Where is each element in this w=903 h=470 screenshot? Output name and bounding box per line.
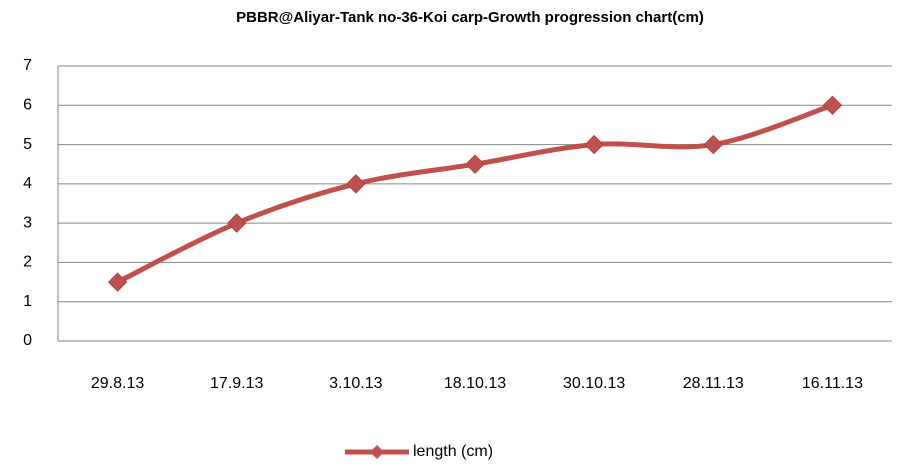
y-tick-label: 4 <box>23 175 32 192</box>
chart-title: PBBR@Aliyar-Tank no-36-Koi carp-Growth p… <box>236 9 704 26</box>
x-tick-label: 17.9.13 <box>210 375 263 392</box>
y-tick-label: 0 <box>23 332 32 349</box>
y-tick-label: 7 <box>23 57 32 74</box>
point-marker <box>107 272 128 292</box>
y-tick-label: 2 <box>23 254 32 271</box>
x-tick-label: 18.10.13 <box>444 375 506 392</box>
y-tick-label: 5 <box>23 136 32 153</box>
x-tick-label: 3.10.13 <box>329 375 382 392</box>
x-tick-label: 16.11.13 <box>802 375 863 392</box>
point-marker <box>822 95 843 115</box>
x-tick-label: 28.11.13 <box>683 375 744 392</box>
point-marker <box>346 174 366 194</box>
legend-marker <box>370 445 384 459</box>
y-tick-label: 3 <box>23 214 32 231</box>
x-tick-label: 30.10.13 <box>563 375 625 392</box>
point-marker <box>703 134 723 155</box>
point-marker <box>465 154 485 174</box>
point-marker <box>584 134 604 155</box>
y-tick-label: 6 <box>23 97 32 114</box>
point-marker <box>227 213 247 233</box>
legend-label: length (cm) <box>413 443 493 460</box>
y-tick-label: 1 <box>23 293 32 310</box>
x-tick-label: 29.8.13 <box>91 375 144 392</box>
